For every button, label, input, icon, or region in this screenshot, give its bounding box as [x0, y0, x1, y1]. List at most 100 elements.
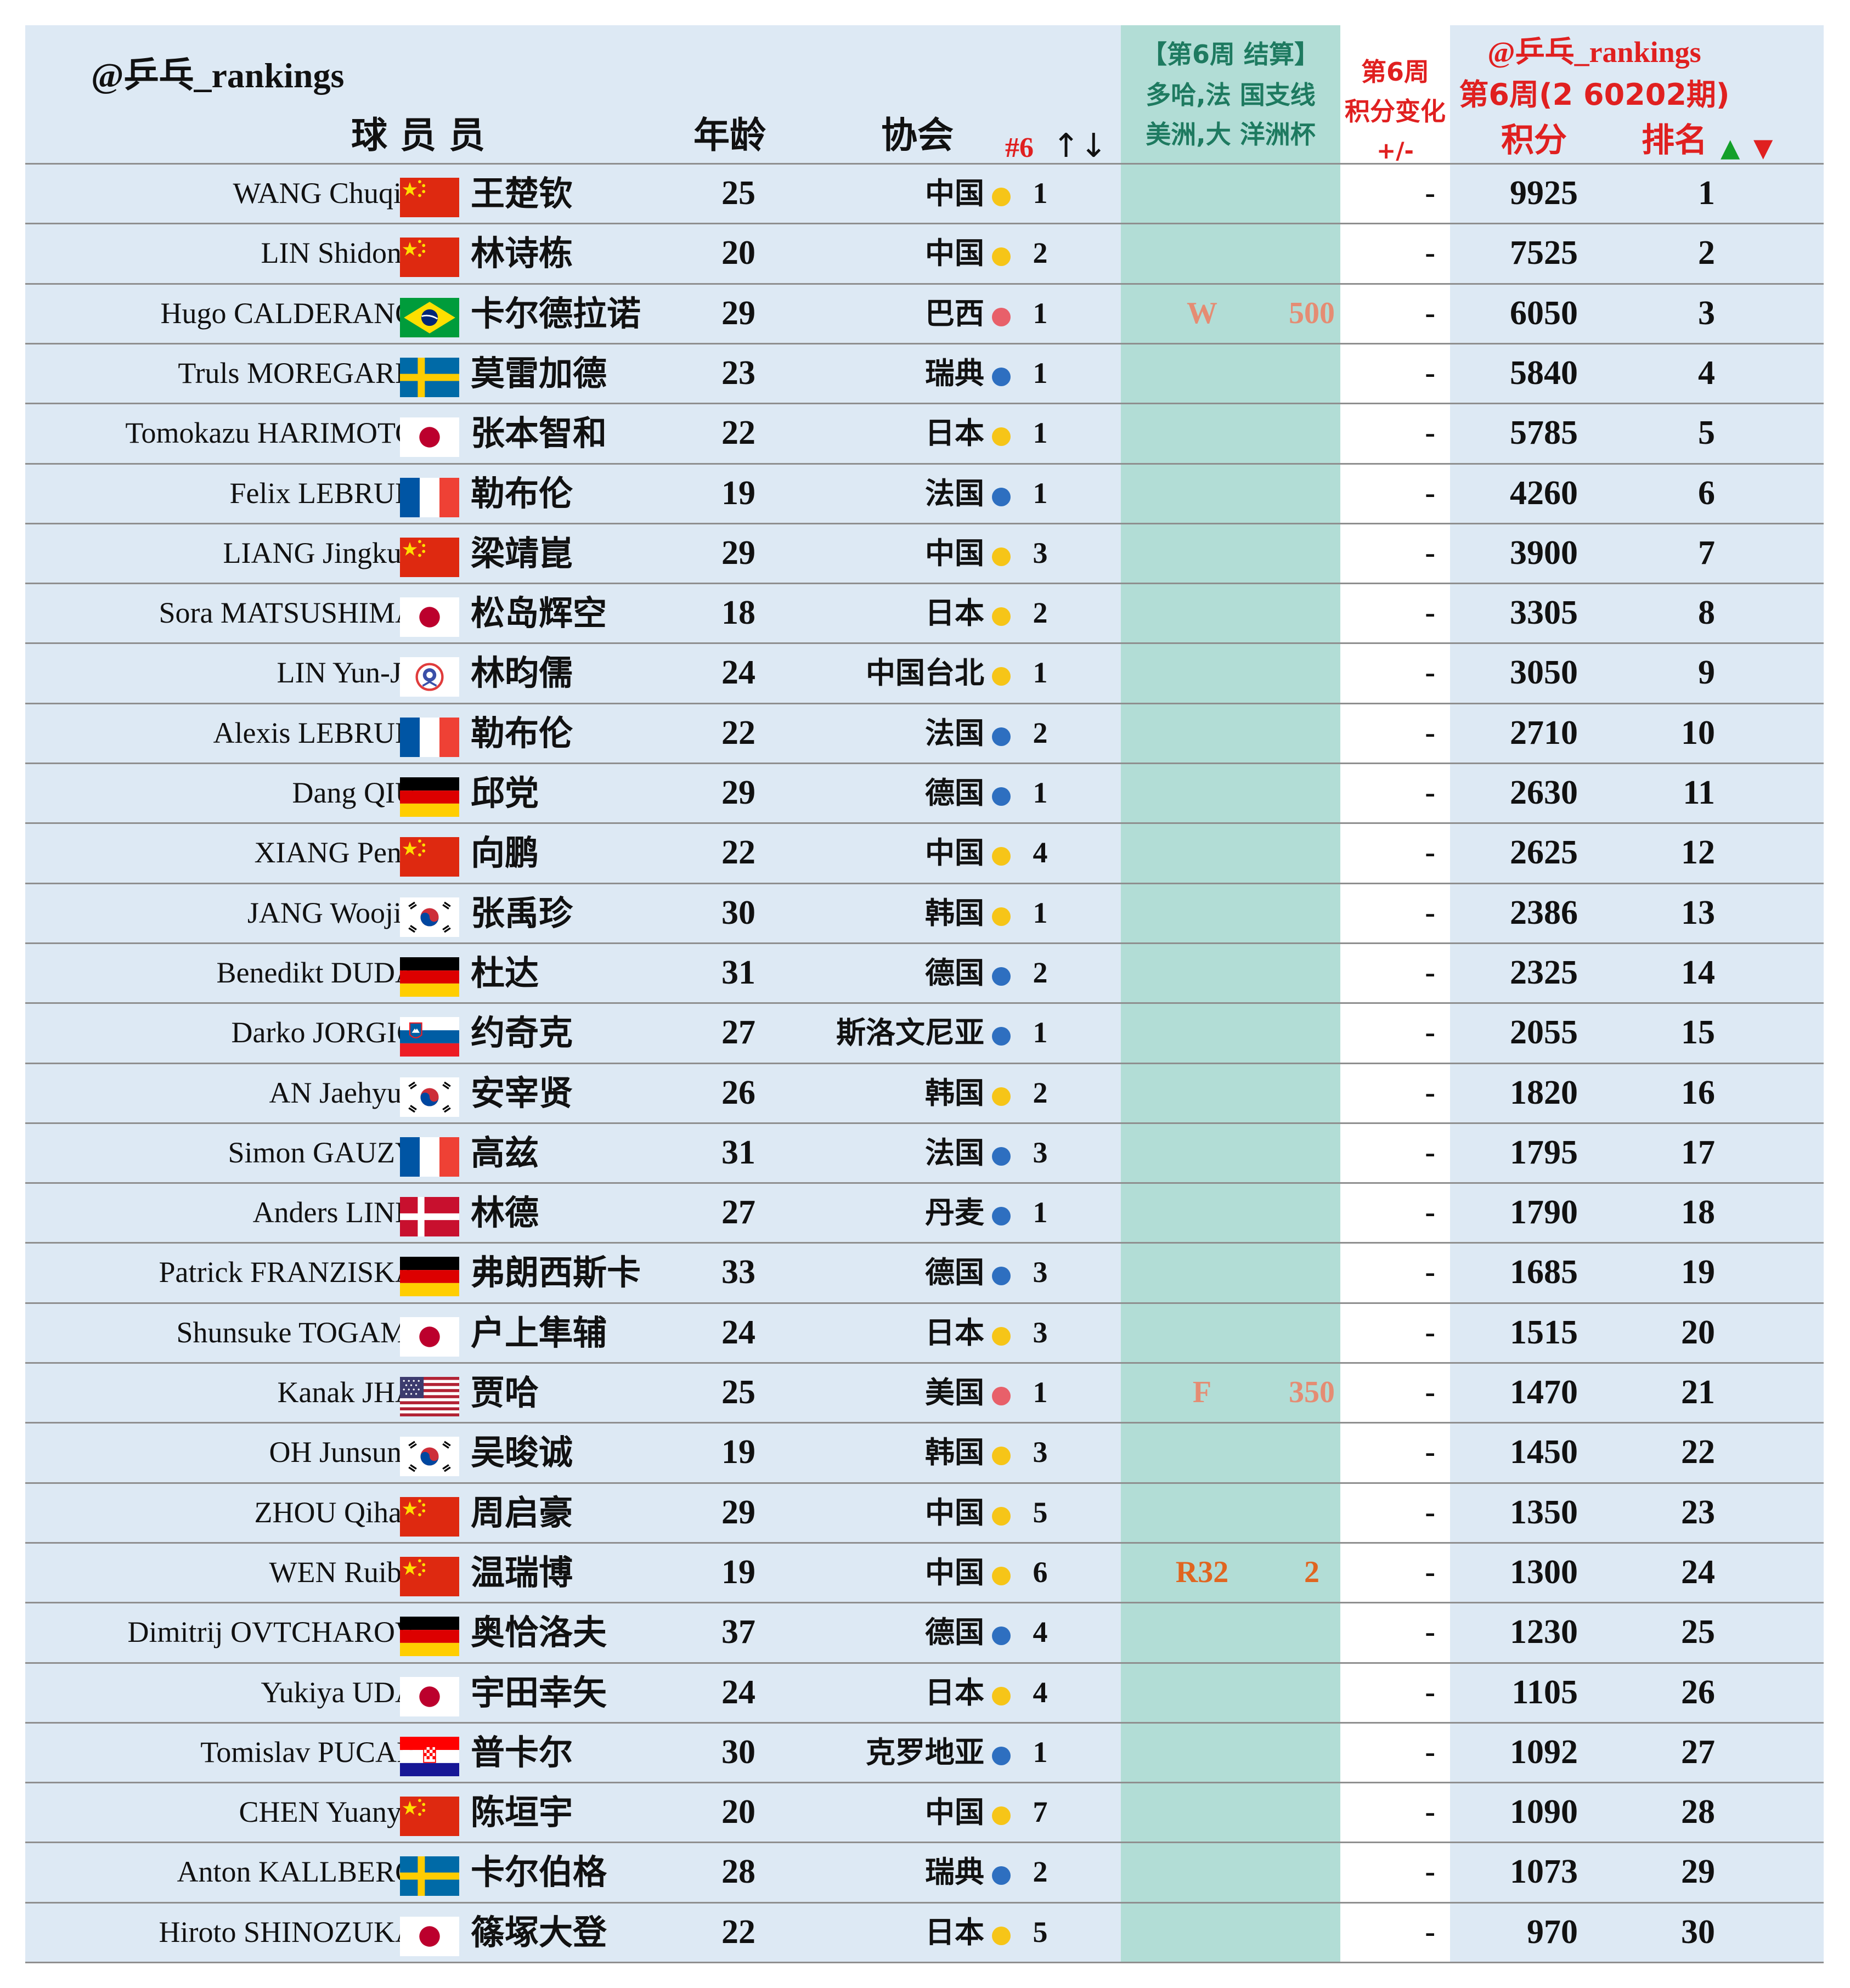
ranking-points: 2625 [1510, 834, 1578, 872]
continent-dot-icon [992, 1387, 1011, 1405]
continent-dot-icon [992, 367, 1011, 386]
continent-dot-icon [992, 907, 1011, 926]
rank-up-arrow-icon: ▲ [1721, 133, 1740, 162]
ranking-points: 1795 [1510, 1133, 1578, 1171]
points-change: - [1425, 296, 1435, 330]
player-name-chinese: 林诗栋 [471, 233, 573, 274]
national-rank: 1 [1033, 896, 1048, 929]
player-age: 24 [721, 1673, 755, 1711]
row-divider [25, 1002, 1824, 1004]
points-change: - [1425, 1795, 1435, 1829]
continent-dot-icon [992, 247, 1011, 267]
continent-dot-icon [992, 547, 1011, 566]
player-association: 中国 [925, 236, 984, 271]
player-age: 30 [721, 894, 755, 931]
player-name-chinese: 卡尔德拉诺 [471, 293, 641, 334]
row-divider [25, 1842, 1824, 1844]
national-rank: 4 [1033, 1616, 1048, 1649]
player-name-chinese: 勒布伦 [471, 473, 573, 513]
world-rank: 23 [1681, 1493, 1715, 1531]
national-rank: 4 [1033, 1675, 1048, 1709]
sweden-flag-icon [399, 1856, 460, 1896]
table-row: Benedikt DUDA 杜达 31 德国 2 - 2325 14 [25, 943, 1824, 1003]
world-rank: 27 [1681, 1733, 1715, 1771]
event-results-column-band [1121, 25, 1340, 1962]
player-name-english: Felix LEBRUN [229, 476, 416, 510]
ranking-points: 1105 [1511, 1673, 1578, 1711]
chinese-taipei-flag-icon [399, 657, 460, 697]
ranking-points: 1092 [1510, 1733, 1578, 1771]
player-association: 德国 [925, 955, 984, 990]
national-rank: 1 [1033, 416, 1048, 450]
ranking-points: 1300 [1510, 1553, 1578, 1591]
event-points: 500 [1289, 296, 1335, 330]
player-age: 25 [721, 174, 755, 212]
player-association: 日本 [925, 416, 984, 451]
player-name-chinese: 篠塚大登 [471, 1912, 607, 1952]
continent-dot-icon [992, 1147, 1011, 1166]
table-row: Alexis LEBRUN 勒布伦 22 法国 2 - 2710 10 [25, 703, 1824, 763]
player-age: 33 [721, 1253, 755, 1291]
national-rank: 1 [1033, 356, 1048, 389]
points-change: - [1425, 1735, 1435, 1769]
world-rank: 24 [1681, 1553, 1715, 1591]
china-flag-icon [399, 1797, 460, 1837]
player-age: 25 [721, 1374, 755, 1411]
player-name-english: OH Junsung [269, 1436, 416, 1469]
world-rank: 9 [1698, 654, 1715, 692]
player-name-chinese: 贾哈 [471, 1373, 539, 1413]
row-divider [25, 1182, 1824, 1184]
event-result: F [1192, 1375, 1212, 1409]
continent-dot-icon [992, 1506, 1011, 1526]
player-name-chinese: 向鹏 [471, 833, 539, 873]
korea-flag-icon [399, 897, 460, 937]
continent-dot-icon [992, 1686, 1011, 1705]
national-rank: 2 [1033, 236, 1048, 270]
china-flag-icon [399, 837, 460, 877]
national-rank: 2 [1033, 956, 1048, 989]
table-row: ZHOU Qihao 周启豪 29 中国 5 - 1350 23 [25, 1483, 1824, 1543]
world-rank: 30 [1681, 1913, 1715, 1951]
world-rank: 11 [1683, 774, 1715, 811]
ranking-points: 1073 [1510, 1853, 1578, 1891]
continent-dot-icon [992, 1806, 1011, 1826]
player-name-english: Hugo CALDERANO [160, 296, 417, 330]
table-row: Yukiya UDA 宇田幸矢 24 日本 4 - 1105 26 [25, 1663, 1824, 1722]
continent-dot-icon [992, 727, 1011, 746]
row-divider [25, 1782, 1824, 1784]
player-name-chinese: 高兹 [471, 1132, 539, 1173]
player-name-chinese: 莫雷加德 [471, 353, 607, 393]
header-change-line1: 第6周 [1361, 57, 1429, 87]
national-rank: 3 [1033, 1315, 1048, 1349]
player-association: 韩国 [925, 1075, 984, 1110]
world-rank: 20 [1681, 1313, 1715, 1351]
row-divider [25, 223, 1824, 225]
player-name-english: Yukiya UDA [261, 1675, 416, 1709]
points-change: - [1425, 1615, 1435, 1650]
row-divider [25, 1962, 1824, 1963]
denmark-flag-icon [399, 1197, 460, 1237]
ranking-points: 2055 [1510, 1014, 1578, 1052]
world-rank: 25 [1681, 1613, 1715, 1651]
ranking-points: 1820 [1510, 1074, 1578, 1111]
player-name-chinese: 奥恰洛夫 [471, 1612, 607, 1653]
table-row: XIANG Peng 向鹏 22 中国 4 - 2625 12 [25, 823, 1824, 883]
world-rank: 15 [1681, 1014, 1715, 1052]
row-divider [25, 1482, 1824, 1484]
world-rank: 7 [1698, 534, 1715, 572]
world-rank: 26 [1681, 1673, 1715, 1711]
player-name-chinese: 温瑞博 [471, 1552, 573, 1592]
continent-dot-icon [992, 667, 1011, 686]
table-row: Hiroto SHINOZUKA 篠塚大登 22 日本 5 - 970 30 [25, 1902, 1824, 1962]
player-association: 中国 [925, 835, 984, 871]
points-change: - [1425, 895, 1435, 930]
player-name-chinese: 张本智和 [471, 413, 607, 454]
player-association: 丹麦 [925, 1195, 984, 1230]
world-rank: 19 [1681, 1253, 1715, 1291]
player-age: 29 [721, 534, 755, 572]
header-event-line1: 【第6周 结算】 [1141, 39, 1320, 69]
points-change: - [1425, 1555, 1435, 1589]
player-age: 26 [721, 1074, 755, 1111]
national-rank: 1 [1033, 1376, 1048, 1409]
header-change-line2: 积分变化 [1345, 97, 1446, 126]
